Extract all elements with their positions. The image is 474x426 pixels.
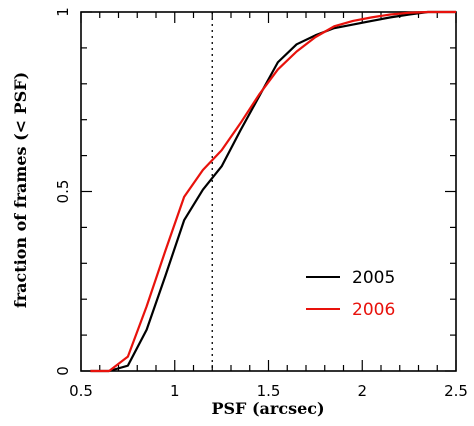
- legend: 2005 2006: [306, 268, 395, 320]
- plot-frame: [80, 11, 457, 372]
- series-layer: [90, 10, 456, 373]
- legend-label-2005: 2005: [352, 268, 395, 288]
- y-tick-label: 0.5: [54, 180, 72, 204]
- y-tick-label: 0: [54, 366, 72, 376]
- y-tick-label: 1: [54, 7, 72, 17]
- x-tick-label: 1.5: [257, 382, 281, 400]
- axis-ticks: [80, 11, 457, 372]
- x-tick-label: 0.5: [69, 382, 93, 400]
- x-axis-title: PSF (arcsec): [211, 399, 324, 418]
- y-axis-title: fraction of frames (< PSF): [11, 72, 30, 308]
- x-tick-label: 2.5: [444, 382, 468, 400]
- series-line-2006: [90, 10, 456, 373]
- tick-labels: 0.5 1 1.5 2 2.5 0 0.5 1: [54, 7, 468, 400]
- x-tick-label: 1: [170, 382, 180, 400]
- x-tick-label: 2: [357, 382, 367, 400]
- legend-label-2006: 2006: [352, 300, 395, 320]
- series-line-2005: [90, 10, 456, 373]
